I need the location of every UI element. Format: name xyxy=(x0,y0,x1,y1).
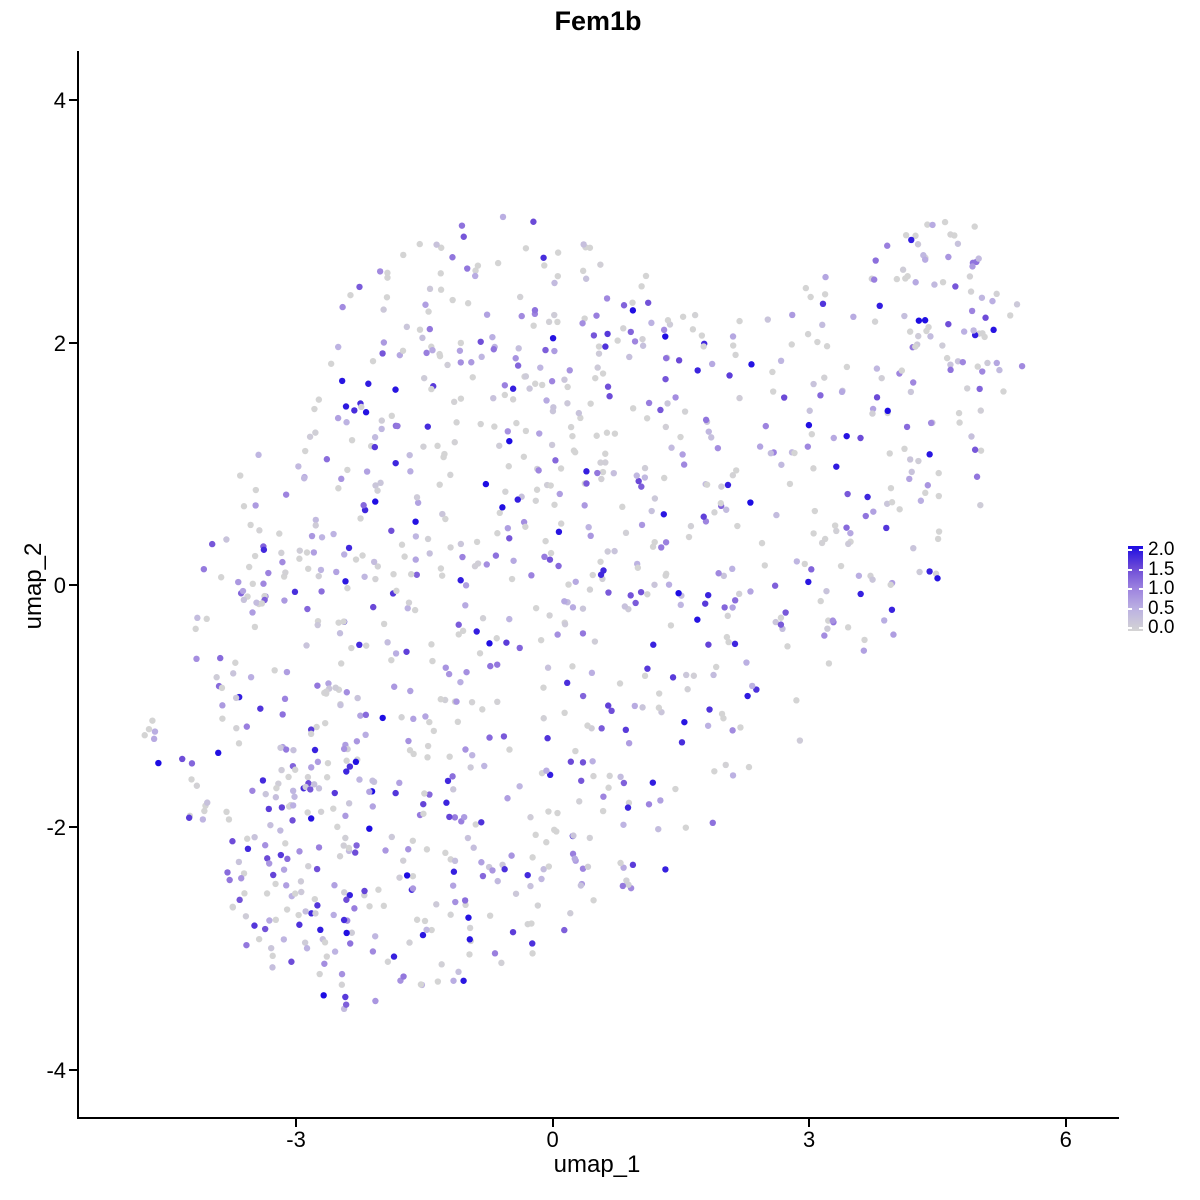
x-tick-label: -3 xyxy=(286,1127,306,1152)
y-axis-title: umap_2 xyxy=(20,542,47,630)
x-tick-mark xyxy=(1064,1119,1067,1127)
colorbar-label: 2.0 xyxy=(1148,539,1175,560)
x-tick-mark xyxy=(295,1119,298,1127)
y-tick-mark xyxy=(69,341,77,344)
y-tick-label: -4 xyxy=(46,1057,66,1083)
colorbar-label: 0.0 xyxy=(1148,617,1175,638)
x-tick-label: 0 xyxy=(546,1127,559,1152)
colorbar-tick xyxy=(1128,588,1132,590)
x-tick-mark xyxy=(808,1119,811,1127)
colorbar-gradient xyxy=(1128,546,1143,631)
colorbar-legend: 2.0 1.5 1.0 0.5 0.0 xyxy=(1124,540,1200,640)
x-axis-line xyxy=(77,1117,1119,1119)
y-tick-mark xyxy=(69,99,77,102)
x-tick-label: 6 xyxy=(1059,1127,1072,1152)
colorbar-label: 0.5 xyxy=(1148,597,1175,619)
colorbar-tick xyxy=(1139,549,1143,551)
y-tick-label: 2 xyxy=(53,330,66,356)
colorbar-tick xyxy=(1139,607,1143,610)
colorbar-tick xyxy=(1139,627,1143,629)
y-tick-label: -2 xyxy=(46,815,66,841)
x-axis-title: umap_1 xyxy=(553,1151,641,1178)
colorbar-label: 1.5 xyxy=(1148,558,1175,580)
y-axis-line xyxy=(77,51,79,1119)
y-tick-label: 4 xyxy=(53,88,66,114)
x-tick-label: 3 xyxy=(803,1127,816,1152)
y-tick-mark xyxy=(69,826,77,829)
colorbar-tick xyxy=(1128,627,1132,629)
colorbar-tick xyxy=(1128,607,1132,610)
y-tick-mark xyxy=(69,584,77,586)
colorbar-tick xyxy=(1128,568,1132,571)
colorbar-tick xyxy=(1139,568,1143,571)
colorbar-tick xyxy=(1128,549,1132,551)
colorbar-tick xyxy=(1139,588,1143,590)
y-tick-label: 0 xyxy=(53,573,66,598)
y-tick-mark xyxy=(69,1068,77,1071)
x-tick-mark xyxy=(551,1119,554,1127)
colorbar-label: 1.0 xyxy=(1148,578,1175,599)
